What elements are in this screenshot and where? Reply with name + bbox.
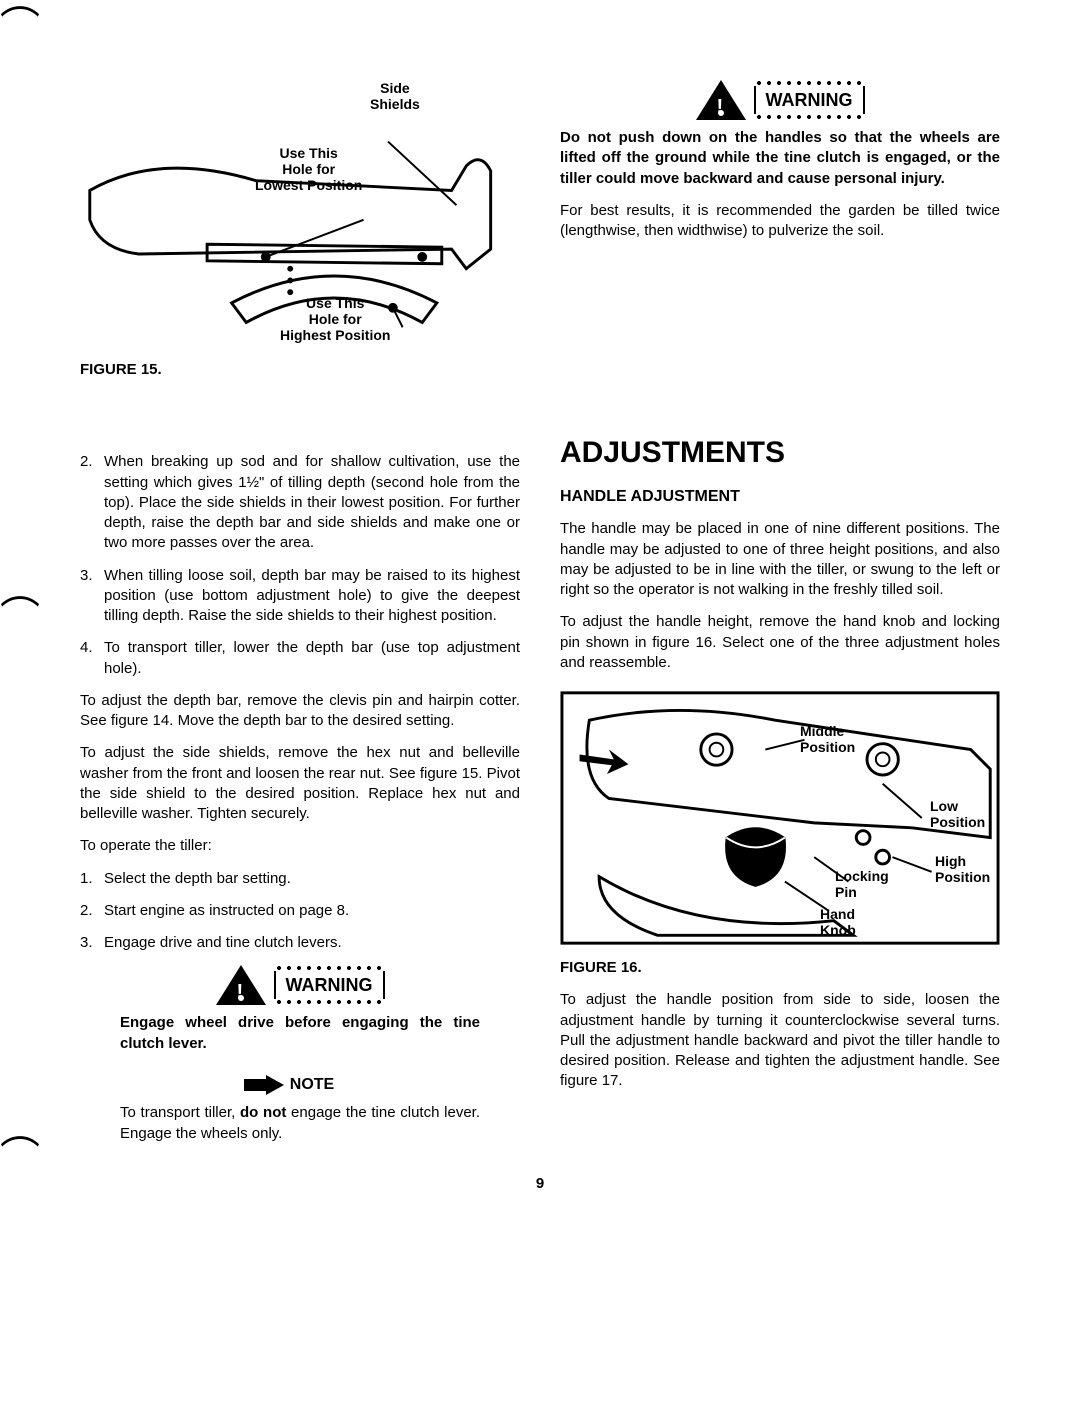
note-label: NOTE <box>290 1074 334 1096</box>
fig15-lowest-label: Use This Hole for Lowest Position <box>255 145 362 193</box>
page-number: 9 <box>80 1174 1000 1194</box>
fig16-middle-label: Middle Position <box>800 723 855 755</box>
list-num: 3. <box>80 566 104 627</box>
left-column: Side Shields Use This Hole for Lowest Po… <box>80 70 520 1144</box>
right-column: WARNING Do not push down on the handles … <box>560 70 1000 1144</box>
warning-icon <box>216 965 266 1005</box>
warning-engage-block: WARNING Engage wheel drive before engagi… <box>80 965 520 1054</box>
list-num: 3. <box>80 933 104 953</box>
adjust-side-para: To adjust the handle position from side … <box>560 990 1000 1091</box>
warning-handles-block: WARNING Do not push down on the handles … <box>560 80 1000 189</box>
warning-label: WARNING <box>754 86 865 114</box>
adjustments-para2: To adjust the handle height, remove the … <box>560 612 1000 673</box>
fig16-locking-label: Locking Pin <box>835 868 889 900</box>
figure-16-diagram: Middle Position Low Position High Positi… <box>560 688 1000 948</box>
figure-16-caption: FIGURE 16. <box>560 958 1000 978</box>
list-num: 4. <box>80 638 104 679</box>
fig16-high-label: High Position <box>935 853 990 885</box>
list-num: 1. <box>80 869 104 889</box>
note-arrow-icon <box>266 1075 284 1095</box>
warning-handles-text: Do not push down on the handles so that … <box>560 128 1000 189</box>
figure-15-diagram: Side Shields Use This Hole for Lowest Po… <box>80 70 520 350</box>
note-header: NOTE <box>80 1074 520 1096</box>
best-results-para: For best results, it is recommended the … <box>560 201 1000 242</box>
figure-15-caption: FIGURE 15. <box>80 360 520 380</box>
fig15-highest-label: Use This Hole for Highest Position <box>280 295 390 343</box>
list-text: Engage drive and tine clutch levers. <box>104 933 342 953</box>
page-curl-decoration: ⌒ <box>0 0 40 54</box>
fig16-low-label: Low Position <box>930 798 985 830</box>
list-text: When tilling loose soil, depth bar may b… <box>104 566 520 627</box>
fig16-hand-label: Hand Knob <box>820 906 856 938</box>
page-curl-decoration: ⌒ <box>0 590 40 644</box>
list-text: Select the depth bar setting. <box>104 869 291 889</box>
adjust-depth-para: To adjust the depth bar, remove the clev… <box>80 691 520 732</box>
warning-icon <box>696 80 746 120</box>
operate-list: 1.Select the depth bar setting. 2.Start … <box>80 869 520 954</box>
adjustments-para1: The handle may be placed in one of nine … <box>560 519 1000 600</box>
warning-engage-text: Engage wheel drive before engaging the t… <box>120 1013 480 1054</box>
list-num: 2. <box>80 901 104 921</box>
page-curl-decoration: ⌒ <box>0 1130 40 1184</box>
operate-intro: To operate the tiller: <box>80 836 520 856</box>
fig15-side-shields-label: Side Shields <box>370 80 420 112</box>
adjust-shields-para: To adjust the side shields, remove the h… <box>80 743 520 824</box>
adjustments-title: ADJUSTMENTS <box>560 433 1000 474</box>
list-text: Start engine as instructed on page 8. <box>104 901 349 921</box>
list-text: To transport tiller, lower the depth bar… <box>104 638 520 679</box>
list-text: When breaking up sod and for shallow cul… <box>104 452 520 553</box>
note-text: To transport tiller, do not engage the t… <box>80 1103 520 1144</box>
depth-instructions-list: 2.When breaking up sod and for shallow c… <box>80 452 520 679</box>
warning-label: WARNING <box>274 971 385 999</box>
handle-adjustment-subtitle: HANDLE ADJUSTMENT <box>560 486 1000 508</box>
list-num: 2. <box>80 452 104 553</box>
